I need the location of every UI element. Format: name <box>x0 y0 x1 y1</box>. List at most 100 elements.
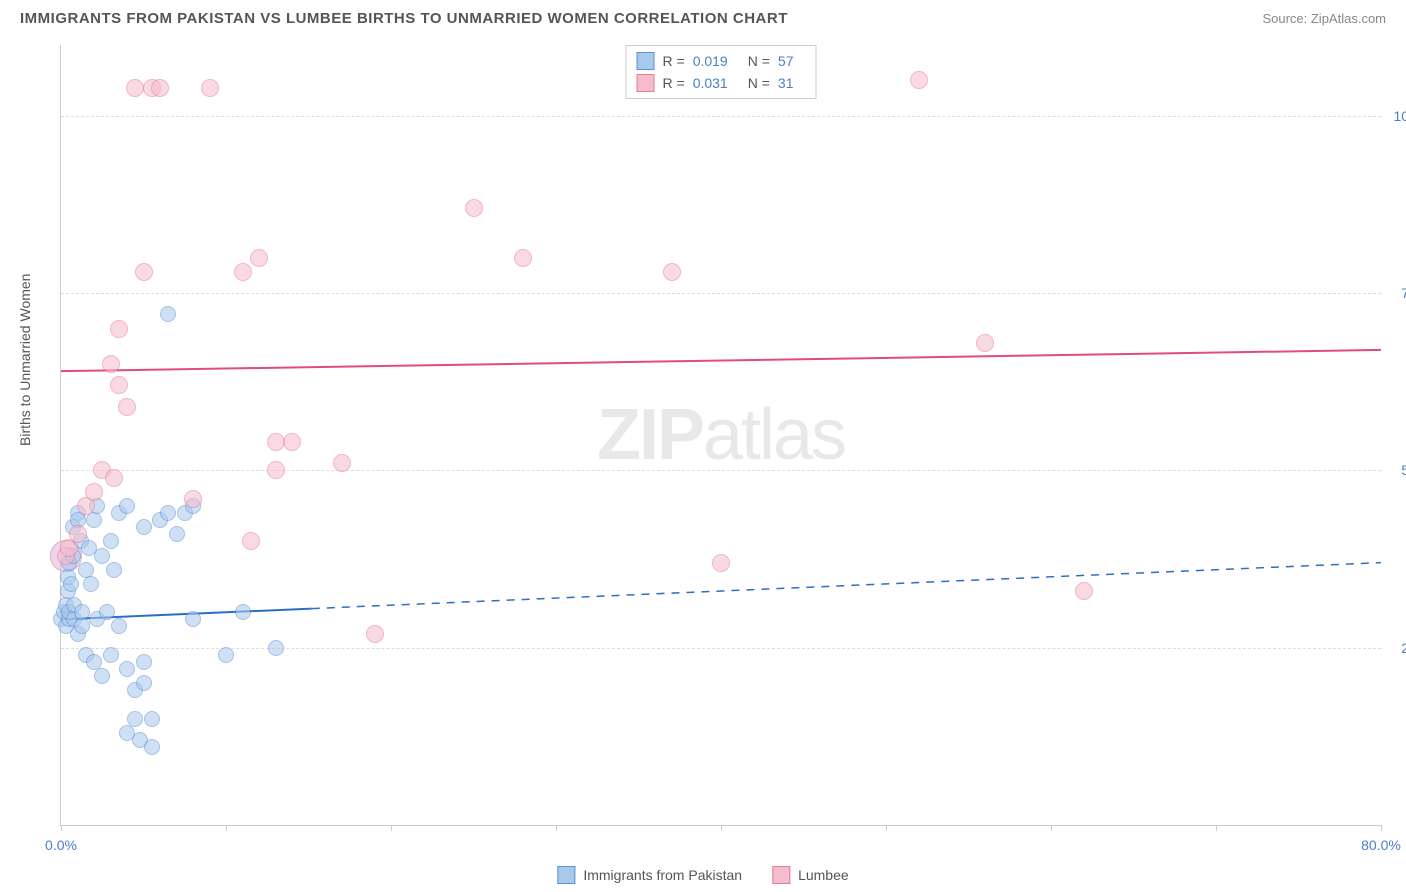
trend-lines-layer <box>61 45 1381 825</box>
scatter-point <box>126 79 144 97</box>
scatter-point <box>85 483 103 501</box>
scatter-point <box>136 654 152 670</box>
stat-r-label: R = <box>663 53 685 69</box>
trend-line-dashed <box>312 563 1381 609</box>
legend-label: Lumbee <box>798 867 849 883</box>
scatter-point <box>103 533 119 549</box>
chart-header: IMMIGRANTS FROM PAKISTAN VS LUMBEE BIRTH… <box>20 10 1386 27</box>
stat-n-label: N = <box>748 53 770 69</box>
scatter-point <box>267 433 285 451</box>
trend-line-solid <box>61 350 1381 371</box>
gridline <box>61 470 1381 471</box>
stats-legend-row: R = 0.031 N = 31 <box>637 72 806 94</box>
scatter-point <box>74 604 90 620</box>
scatter-point <box>333 454 351 472</box>
scatter-point <box>99 604 115 620</box>
x-tick <box>226 825 227 831</box>
bottom-legend: Immigrants from Pakistan Lumbee <box>557 866 848 884</box>
gridline <box>61 648 1381 649</box>
scatter-point <box>712 554 730 572</box>
gridline <box>61 116 1381 117</box>
legend-label: Immigrants from Pakistan <box>583 867 742 883</box>
chart-title: IMMIGRANTS FROM PAKISTAN VS LUMBEE BIRTH… <box>20 10 788 27</box>
scatter-point <box>119 661 135 677</box>
source-label: Source: ZipAtlas.com <box>1262 11 1386 26</box>
x-tick <box>556 825 557 831</box>
scatter-point <box>201 79 219 97</box>
y-tick-label: 100.0% <box>1386 108 1406 124</box>
scatter-point <box>144 711 160 727</box>
stats-legend-box: R = 0.019 N = 57 R = 0.031 N = 31 <box>626 45 817 99</box>
chart-plot-area: ZIPatlas R =0.019N =57R =0.031N =31 25.0… <box>60 45 1381 826</box>
scatter-point <box>94 548 110 564</box>
scatter-point <box>119 498 135 514</box>
scatter-point <box>103 647 119 663</box>
scatter-point <box>185 611 201 627</box>
x-tick <box>721 825 722 831</box>
stats-legend-row: R = 0.019 N = 57 <box>637 50 806 72</box>
scatter-point <box>976 334 994 352</box>
legend-swatch <box>772 866 790 884</box>
scatter-point <box>218 647 234 663</box>
scatter-point <box>268 640 284 656</box>
legend-swatch <box>557 866 575 884</box>
x-tick-label-left: 0.0% <box>45 837 77 853</box>
scatter-point <box>94 668 110 684</box>
scatter-point <box>465 199 483 217</box>
x-tick-label-right: 80.0% <box>1361 837 1401 853</box>
scatter-point <box>105 469 123 487</box>
scatter-point <box>106 562 122 578</box>
x-tick <box>1381 825 1382 831</box>
gridline <box>61 293 1381 294</box>
scatter-point <box>160 306 176 322</box>
x-tick <box>1216 825 1217 831</box>
scatter-point <box>136 675 152 691</box>
scatter-point <box>250 249 268 267</box>
scatter-point <box>910 71 928 89</box>
x-tick <box>391 825 392 831</box>
scatter-point <box>234 263 252 281</box>
y-tick-label: 25.0% <box>1386 640 1406 656</box>
legend-item: Immigrants from Pakistan <box>557 866 742 884</box>
stat-n-value: 31 <box>778 75 794 91</box>
x-tick <box>1051 825 1052 831</box>
scatter-point <box>83 576 99 592</box>
stat-n-label: N = <box>748 75 770 91</box>
legend-swatch <box>637 52 655 70</box>
y-tick-label: 50.0% <box>1386 462 1406 478</box>
y-axis-label: Births to Unmarried Women <box>17 274 33 446</box>
stat-r-label: R = <box>663 75 685 91</box>
scatter-point <box>235 604 251 620</box>
scatter-point <box>110 320 128 338</box>
scatter-point <box>663 263 681 281</box>
stat-r-value: 0.031 <box>693 75 728 91</box>
scatter-point <box>169 526 185 542</box>
scatter-point <box>242 532 260 550</box>
scatter-point <box>136 519 152 535</box>
legend-item: Lumbee <box>772 866 849 884</box>
scatter-point <box>160 505 176 521</box>
scatter-point <box>151 79 169 97</box>
scatter-point <box>184 490 202 508</box>
scatter-point <box>111 618 127 634</box>
scatter-point <box>110 376 128 394</box>
scatter-point <box>74 618 90 634</box>
scatter-point <box>118 398 136 416</box>
scatter-point <box>1075 582 1093 600</box>
x-tick <box>886 825 887 831</box>
legend-swatch <box>637 74 655 92</box>
scatter-point <box>366 625 384 643</box>
scatter-point <box>69 525 87 543</box>
scatter-point <box>267 461 285 479</box>
scatter-point <box>102 355 120 373</box>
scatter-point <box>135 263 153 281</box>
scatter-point <box>127 711 143 727</box>
scatter-point <box>63 576 79 592</box>
stat-n-value: 57 <box>778 53 794 69</box>
scatter-point <box>514 249 532 267</box>
x-tick <box>61 825 62 831</box>
stat-r-value: 0.019 <box>693 53 728 69</box>
scatter-point <box>144 739 160 755</box>
scatter-point <box>283 433 301 451</box>
y-tick-label: 75.0% <box>1386 285 1406 301</box>
